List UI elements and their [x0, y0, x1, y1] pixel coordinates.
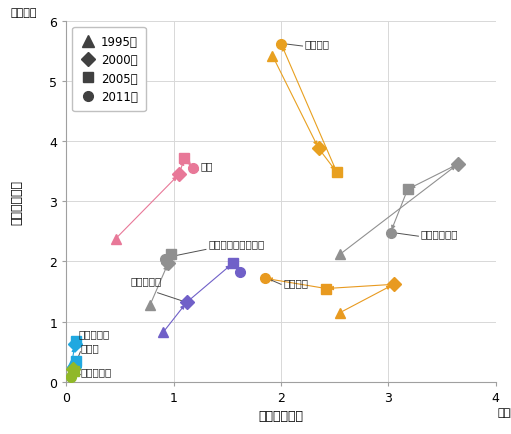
- Legend: 1995年, 2000年, 2005年, 2011年: 1995年, 2000年, 2005年, 2011年: [73, 28, 146, 112]
- X-axis label: 情報化投資額: 情報化投資額: [259, 409, 304, 422]
- Text: 第２次産業計: 第２次産業計: [421, 229, 458, 239]
- Text: サービス: サービス: [283, 277, 308, 287]
- Text: 医療・福祉: 医療・福祉: [78, 329, 109, 339]
- Text: 不動産: 不動産: [80, 342, 99, 352]
- Text: （兆円）: （兆円）: [11, 8, 37, 18]
- Text: 金融・保険: 金融・保険: [131, 276, 162, 286]
- Text: 商業: 商業: [200, 161, 213, 171]
- Text: 第３次産業その他計: 第３次産業その他計: [208, 239, 264, 249]
- Text: （兆円）: （兆円）: [498, 407, 511, 417]
- Text: ＩＣＴ投入額: ＩＣＴ投入額: [11, 179, 24, 224]
- Text: 情報通信: 情報通信: [305, 39, 330, 49]
- Text: 農林水産業: 農林水産業: [80, 366, 111, 376]
